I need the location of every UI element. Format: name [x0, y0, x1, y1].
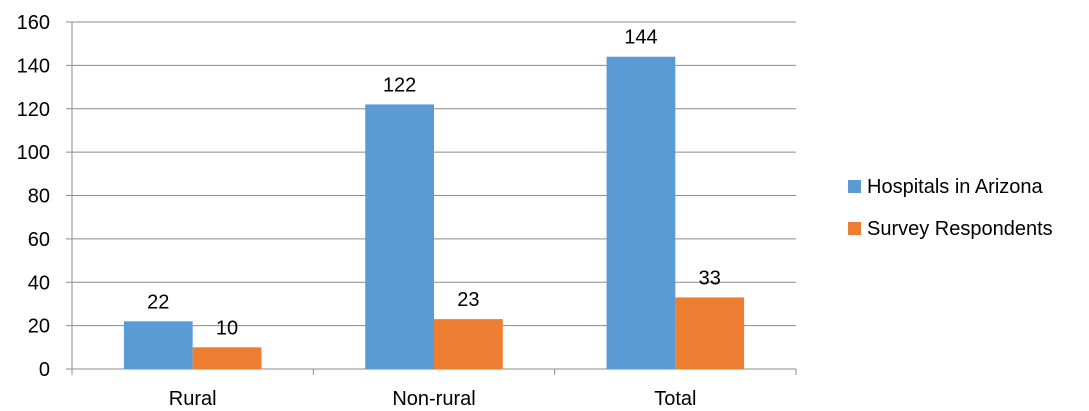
legend-swatch [848, 180, 861, 193]
bars [123, 56, 745, 369]
y-tick-label: 40 [28, 272, 50, 294]
data-label: 22 [147, 291, 169, 313]
y-tick-label: 80 [28, 186, 50, 208]
bar-hospitals-rural [123, 321, 193, 369]
x-category-label: Rural [169, 388, 217, 410]
legend-label: Hospitals in Arizona [867, 176, 1044, 198]
y-tick-label: 60 [28, 229, 50, 251]
data-label: 33 [699, 267, 721, 289]
bar-respondents-rural [192, 347, 262, 369]
bar-hospitals-total [606, 56, 676, 369]
data-label: 144 [624, 27, 657, 49]
x-category-label: Total [654, 388, 696, 410]
y-tick-label: 0 [39, 359, 50, 381]
legend: Hospitals in Arizona Survey Respondents [848, 176, 1053, 240]
data-label: 122 [383, 74, 416, 96]
bar-respondents-non-rural [434, 319, 503, 369]
x-category-labels: Rural Non-rural Total [169, 388, 697, 410]
y-tick-label: 160 [17, 12, 50, 34]
y-tick-label: 20 [28, 316, 50, 338]
data-label: 23 [457, 289, 479, 311]
data-label: 10 [216, 317, 238, 339]
y-tick-label: 100 [17, 142, 50, 164]
y-tick-label: 120 [17, 99, 50, 121]
legend-label: Survey Respondents [867, 218, 1053, 240]
y-tick-labels: 0 20 40 60 80 100 120 140 160 [17, 12, 50, 381]
x-category-label: Non-rural [392, 388, 475, 410]
y-tick-label: 140 [17, 55, 50, 77]
bar-respondents-total [675, 297, 745, 369]
data-labels: 22 10 122 23 144 33 [147, 27, 721, 340]
legend-swatch [848, 222, 861, 235]
bar-hospitals-non-rural [365, 104, 434, 369]
